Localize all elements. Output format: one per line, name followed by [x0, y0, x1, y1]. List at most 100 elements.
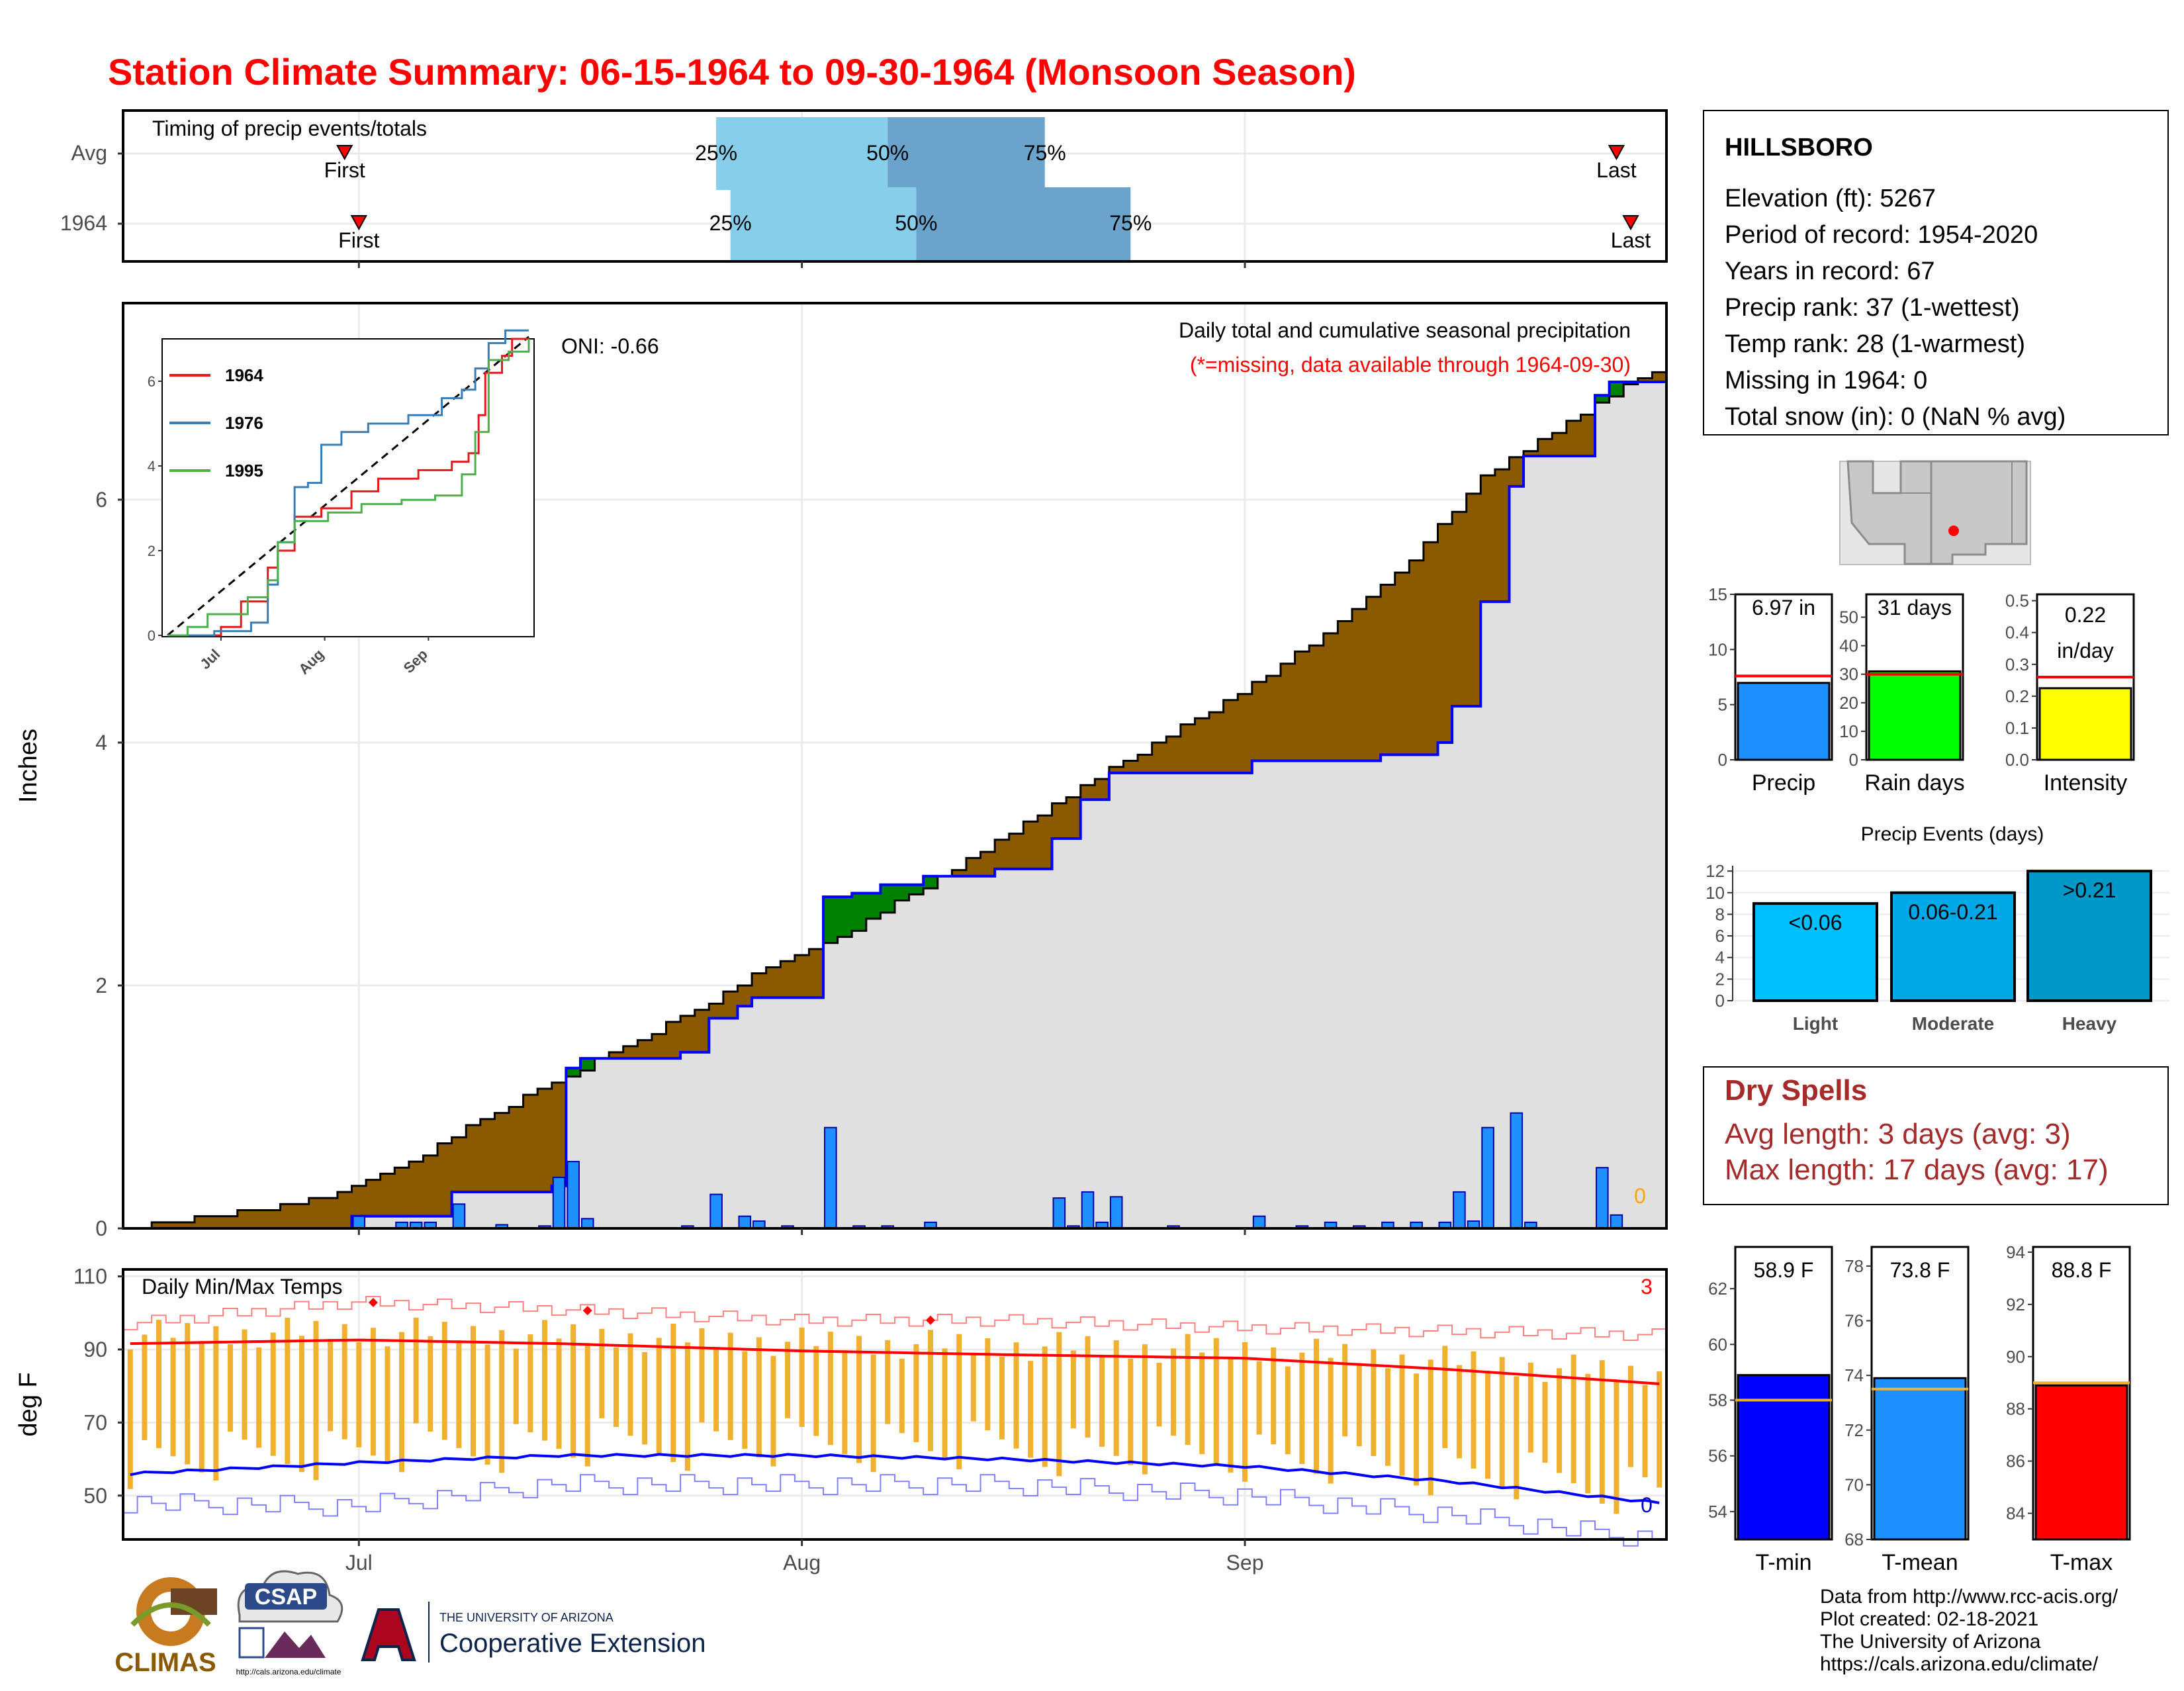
deficit-segment-8	[237, 1210, 252, 1228]
record-high-marker-2	[925, 1315, 935, 1325]
events-bar-1	[1890, 891, 2016, 1003]
surplus-segment-50	[837, 897, 852, 937]
timing-panel: Timing of precip events/totals Avg 1964 …	[60, 109, 1668, 263]
daily-temp-bar-28	[527, 1334, 533, 1433]
precip-panel: 0 2 4 6 Inches Daily total and cumulative s…	[15, 302, 1668, 1240]
station-name: HILLSBORO	[1725, 134, 1873, 161]
deficit-segment-46	[780, 961, 796, 998]
events-bar-value-2: >0.21	[2063, 878, 2116, 902]
deficit-segment-61	[995, 839, 1010, 869]
temp-mini-ytick-label-2-4: 92	[2006, 1295, 2025, 1314]
deficit-segment-22	[437, 1143, 453, 1216]
daily-temp-bar-56	[927, 1330, 933, 1451]
daily-temp-bar-68	[1099, 1354, 1105, 1447]
deficit-segment-34	[609, 1052, 624, 1059]
daily-temp-bar-20	[413, 1317, 419, 1424]
deficit-segment-30	[551, 1082, 567, 1186]
daily-temp-bar-25	[484, 1344, 490, 1465]
deficit-segment-95	[1480, 475, 1496, 602]
temp-mini-label-0: T-min	[1756, 1550, 1812, 1575]
events-ytick-label-6: 12	[1706, 861, 1725, 881]
daily-temp-bar-27	[513, 1348, 519, 1424]
daily-temp-bar-45	[770, 1355, 776, 1467]
deficit-segment-83	[1309, 645, 1324, 761]
daily-temp-bar-37	[656, 1338, 662, 1453]
events-ytick-label-3: 6	[1715, 926, 1725, 946]
temp-mini-ytick-label-1-2: 72	[1844, 1420, 1864, 1440]
deficit-segment-26	[494, 1113, 510, 1192]
temp-mini-ytick-label-0-2: 58	[1708, 1391, 1727, 1410]
observed-cumulative-line	[123, 381, 1666, 1230]
average-max-temp-line	[130, 1338, 1660, 1385]
daily-temp-bar-75	[1199, 1352, 1205, 1455]
deficit-segment-90	[1409, 560, 1424, 755]
daily-temp-bar-52	[870, 1354, 876, 1473]
deficit-segment-19	[394, 1167, 410, 1216]
daily-precip-bar-0	[352, 1215, 366, 1230]
timing-q25-q50-bar-1	[730, 187, 917, 260]
daily-temp-bar-88	[1385, 1368, 1390, 1466]
deficit-segment-92	[1437, 524, 1453, 743]
station-missing: Missing in 1964: 0	[1725, 367, 1927, 394]
footer-credits: Data from http://www.rcc-acis.org/ Plot …	[1820, 1586, 2118, 1675]
deficit-segment-88	[1381, 584, 1396, 755]
deficit-segment-76	[1209, 712, 1224, 773]
events-bar-2	[2026, 870, 2152, 1003]
deficit-segment-68	[1095, 779, 1110, 800]
surplus-segment-56	[923, 876, 938, 889]
deficit-segment-71	[1138, 754, 1153, 773]
deficit-segment-77	[1223, 700, 1238, 773]
surplus-segment-51	[852, 893, 867, 931]
daily-precip-bar-11	[709, 1193, 723, 1229]
daily-temp-bar-53	[885, 1340, 891, 1424]
climas-logo-text: CLIMAS	[114, 1648, 216, 1677]
timing-q25-q50-bar-0	[716, 117, 888, 190]
daily-temp-bar-72	[1156, 1363, 1162, 1427]
daily-temp-bar-19	[399, 1332, 405, 1473]
daily-temp-bar-42	[727, 1332, 733, 1440]
timing-row-label-year: 1964	[60, 211, 107, 235]
daily-temp-bar-97	[1514, 1376, 1520, 1500]
deficit-segment-78	[1238, 694, 1253, 773]
daily-temp-bar-94	[1471, 1351, 1477, 1469]
surplus-segment-103	[1595, 395, 1610, 403]
daily-temp-bar-74	[1185, 1334, 1191, 1445]
ua-logo: THE UNIVERSITY OF ARIZONA Cooperative Ex…	[361, 1602, 705, 1663]
deficit-segment-29	[537, 1088, 553, 1192]
mini-ytick-label-1-1: 10	[1839, 721, 1858, 741]
daily-temp-bar-21	[428, 1336, 433, 1432]
daily-temp-bar-7	[227, 1344, 233, 1432]
daily-temp-bar-33	[599, 1328, 605, 1418]
mini-ytick-label-2-5: 0.5	[2005, 591, 2029, 611]
daily-temp-bar-67	[1085, 1336, 1091, 1438]
temp-ytick-label-0: 50	[83, 1484, 107, 1508]
deficit-segment-44	[752, 973, 767, 998]
daily-temp-bar-29	[541, 1320, 547, 1441]
daily-temp-bar-98	[1527, 1362, 1533, 1453]
deficit-segment-42	[723, 991, 738, 1019]
temp-mini-value-2: 88.8 F	[2052, 1258, 2112, 1282]
daily-temp-bar-90	[1414, 1373, 1420, 1486]
daily-temp-bar-101	[1570, 1354, 1576, 1483]
mini-ytick-label-1-2: 20	[1839, 693, 1858, 713]
inset-ytick-label-3: 6	[148, 373, 156, 390]
mini-ytick-label-2-0: 0.0	[2005, 750, 2029, 770]
daily-temp-bar-64	[1042, 1346, 1048, 1467]
deficit-segment-62	[1009, 833, 1024, 869]
daily-precip-bar-37	[1596, 1167, 1609, 1229]
daily-temp-bar-66	[1070, 1350, 1076, 1429]
daily-temp-bar-12	[298, 1336, 304, 1473]
mini-value-1: 31 days	[1878, 596, 1952, 619]
station-period: Period of record: 1954-2020	[1725, 221, 2038, 249]
deficit-segment-102	[1580, 414, 1596, 456]
daily-precip-bar-25	[1252, 1215, 1266, 1230]
timing-q50-label-0: 50%	[866, 141, 909, 165]
temp-mini-ytick-label-1-1: 70	[1844, 1475, 1864, 1494]
deficit-segment-65	[1052, 803, 1067, 839]
mini-ytick-label-2-1: 0.1	[2005, 718, 2029, 738]
deficit-segment-80	[1266, 676, 1281, 761]
timing-q25-label-0: 25%	[695, 141, 737, 165]
events-bar-0	[1752, 902, 1878, 1002]
daily-temp-bar-71	[1142, 1344, 1148, 1475]
